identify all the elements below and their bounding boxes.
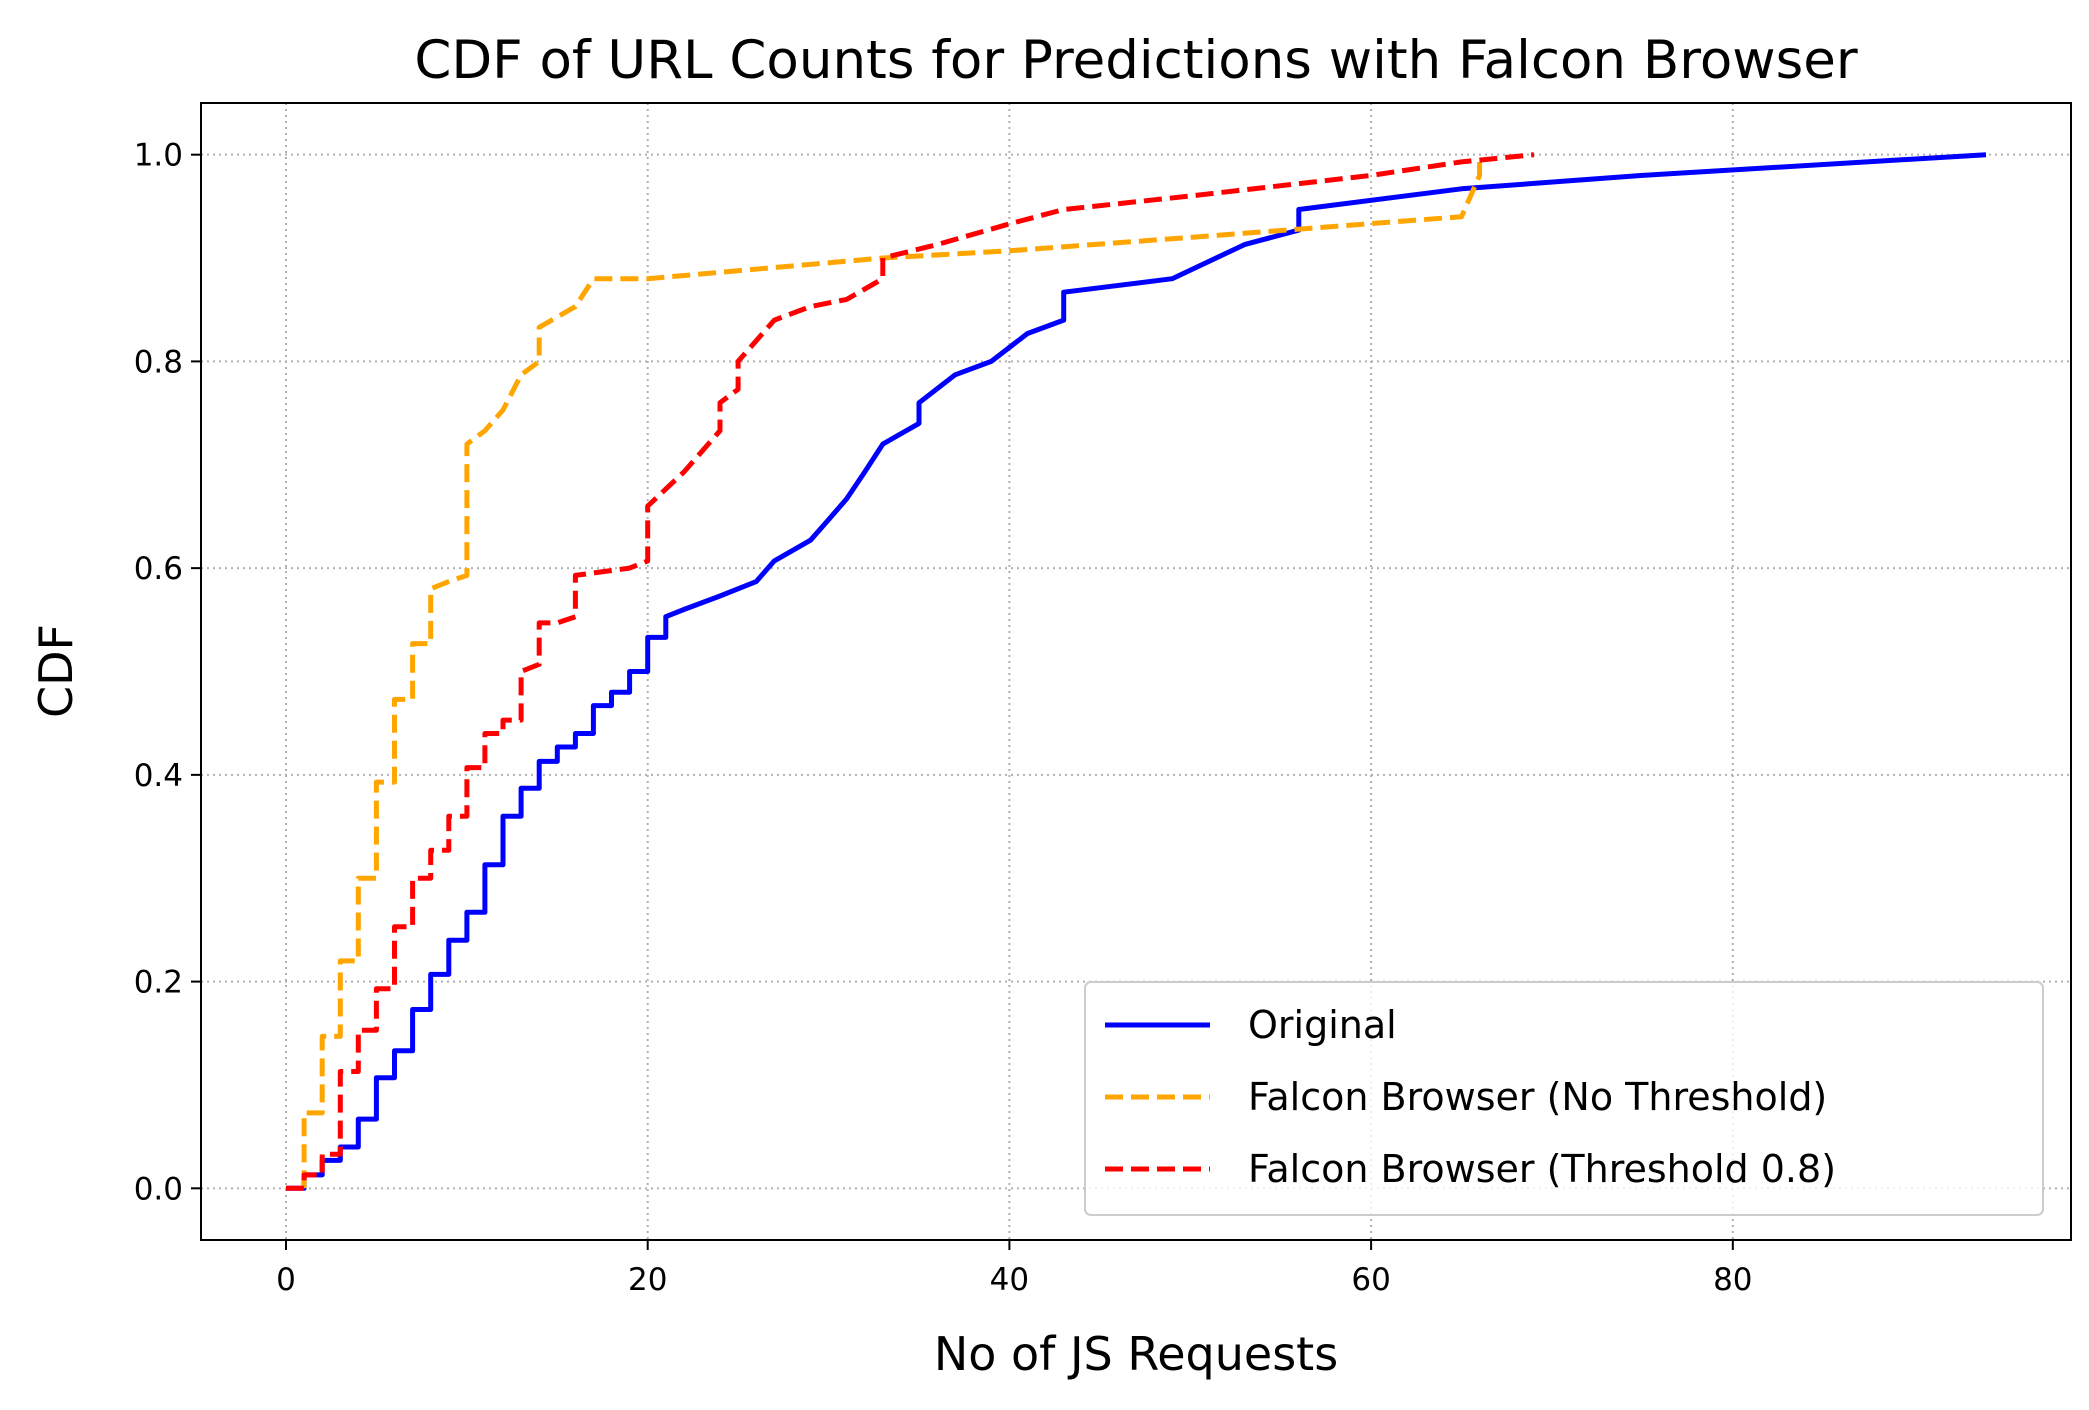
legend-label-no-threshold: Falcon Browser (No Threshold): [1248, 1075, 1827, 1119]
chart-title: CDF of URL Counts for Predictions with F…: [414, 30, 1858, 91]
y-axis-label: CDF: [29, 624, 83, 718]
x-tick-label: 0: [276, 1262, 296, 1298]
x-tick-label: 80: [1713, 1262, 1752, 1298]
series-line-2: [286, 152, 1535, 1191]
y-tick-label: 0.8: [134, 344, 183, 380]
y-tick-label: 0.4: [134, 758, 183, 794]
legend: Original Falcon Browser (No Threshold) F…: [1084, 981, 2044, 1216]
x-tick-label: 20: [628, 1262, 667, 1298]
axis-ticks: 0 20 40 60 80 0.0 0.2 0.4 0.6 0.8 1.0: [134, 138, 1753, 1298]
y-tick-label: 0.6: [134, 551, 183, 587]
legend-label-original: Original: [1248, 1003, 1397, 1047]
y-tick-label: 0.2: [134, 965, 183, 1001]
y-tick-label: 1.0: [134, 138, 183, 174]
series-line-0: [286, 152, 1987, 1191]
x-tick-label: 40: [990, 1262, 1029, 1298]
plot-frame: [200, 102, 2072, 1241]
y-tick-label: 0.0: [134, 1171, 183, 1207]
legend-box: [1084, 981, 2044, 1216]
legend-label-threshold-0-8: Falcon Browser (Threshold 0.8): [1248, 1147, 1836, 1191]
x-axis-label: No of JS Requests: [934, 1327, 1338, 1381]
x-tick-label: 60: [1351, 1262, 1390, 1298]
plot-lines: [286, 152, 1987, 1191]
series-line-1: [301, 154, 1483, 1189]
